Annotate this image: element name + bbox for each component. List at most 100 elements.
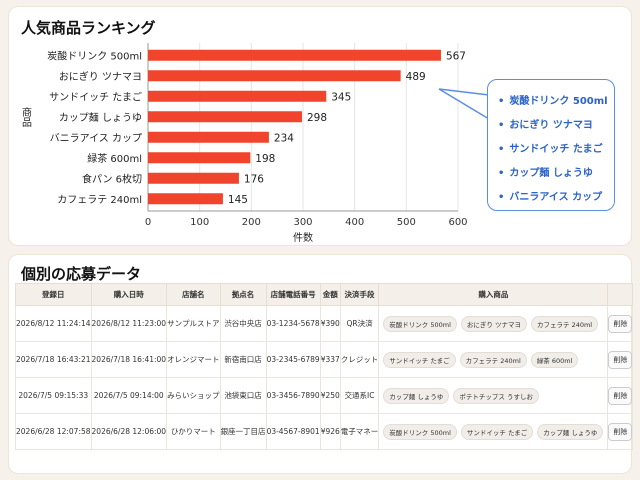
delete-button[interactable]: 削除 [608,386,633,405]
products-cell: 炭酸ドリンク 500ml サンドイッチ たまご カップ麺 しょうゆ [378,413,609,450]
payment-method-cell: 電子マネー [339,413,380,450]
table-row: 2026/6/28 12:07:58 2026/6/28 12:06:00 ひかりマ… [15,413,634,450]
store-phone-cell: 03-2345-6789 [265,341,321,378]
payment-method-cell: 交通系IC [339,377,380,414]
x-tick-label: 100 [190,217,209,228]
product-chip: カップ麺 しょうゆ [383,387,450,404]
x-tick-label: 0 [145,217,151,228]
delete-button[interactable]: 削除 [608,314,633,333]
registered-date-cell: 2026/7/5 09:15:33 [15,377,92,414]
y-axis-label: 商品 [20,106,32,128]
store-phone-cell: 03-1234-5678 [265,305,321,342]
callout-item: カップ麺 しょうゆ [498,162,608,186]
ranking-title: 人気商品ランキング [21,19,156,37]
category-label: 緑茶 600ml [87,152,142,165]
bar [148,193,223,205]
registered-date-cell: 2026/7/18 16:43:21 [15,341,92,378]
products-cell: サンドイッチ たまご カフェラテ 240ml 緑茶 600ml [378,341,609,378]
callout-tail [438,88,490,120]
product-chip: サンドイッチ たまご [383,351,456,368]
branch-name-cell: 新宿南口店 [219,341,267,378]
column-header: 購入日時 [90,283,168,306]
column-header: 決済手段 [339,283,380,306]
store-phone-cell: 03-3456-7890 [265,377,321,414]
action-cell: 削除 [607,305,634,342]
product-chip: カフェラテ 240ml [459,351,527,368]
entries-card: 個別の応募データ 登録日 購入日時 店舗名 拠点名 店舗電話番号 金額 決済手段 購入商品 2… [8,254,634,474]
column-header: 登録日 [15,283,92,306]
product-chip: サンドイッチ たまご [460,423,534,440]
column-header: 金額 [319,283,341,306]
action-cell: 削除 [607,413,634,450]
purchase-datetime-cell: 2026/6/28 12:06:00 [90,413,168,450]
ranking-chart: 0 100 200 300 400 500 600 炭酸ドリンク 500ml 567 おにぎり ツ… [20,43,468,244]
ranking-card: 人気商品ランキング 0 100 200 300 400 500 600 炭酸ドリンク 500m… [8,6,632,246]
purchase-datetime-cell: 2026/7/18 16:41:00 [90,341,168,378]
column-header: 拠点名 [219,283,267,306]
category-label: バニラアイス カップ [50,132,142,144]
purchase-datetime-cell: 2026/7/5 09:14:00 [90,377,168,414]
store-name-cell: サンプルストア [166,305,221,342]
callout-item: サンドイッチ たまご [498,138,608,162]
x-tick-label: 500 [397,217,416,228]
bar-value-label: 176 [244,173,264,185]
bar-value-label: 298 [307,112,327,124]
registered-date-cell: 2026/6/28 12:07:58 [15,413,92,450]
delete-button[interactable]: 削除 [608,422,633,441]
store-name-cell: ひかりマート [166,413,221,450]
category-label: カフェラテ 240ml [57,194,142,206]
x-axis-label: 件数 [293,231,313,244]
entries-title: 個別の応募データ [21,265,142,283]
store-name-cell: オレンジマート [166,341,221,378]
action-cell: 削除 [607,377,634,414]
amount-cell: ¥926 [319,413,341,450]
x-tick-label: 200 [242,217,261,228]
product-chip: 炭酸ドリンク 500ml [383,315,457,332]
x-tick-label: 300 [293,217,312,228]
branch-name-cell: 渋谷中央店 [219,305,267,342]
product-chip: 炭酸ドリンク 500ml [383,423,457,440]
bar-value-label: 198 [255,153,275,165]
bar-value-label: 234 [274,132,294,144]
bar [148,172,239,184]
bar [148,70,401,82]
product-chip: カップ麺 しょうゆ [537,423,604,440]
category-label: 食パン 6枚切 [82,172,142,185]
bar-value-label: 145 [228,194,248,206]
table-row: 2026/8/12 11:24:14 2026/8/12 11:23:00 サンプル… [15,305,634,342]
callout-item: 炭酸ドリンク 500ml [498,90,608,114]
column-header: 店舗電話番号 [265,283,321,306]
category-label: サンドイッチ たまご [49,90,142,103]
column-header: 店舗名 [166,283,221,306]
store-phone-cell: 03-4567-8901 [265,413,321,450]
bar-value-label: 489 [406,71,426,83]
entries-table: 登録日 購入日時 店舗名 拠点名 店舗電話番号 金額 決済手段 購入商品 2026/8/12 … [15,283,634,450]
table-header-row: 登録日 購入日時 店舗名 拠点名 店舗電話番号 金額 決済手段 購入商品 [15,283,634,306]
table-row: 2026/7/5 09:15:33 2026/7/5 09:14:00 みらいショッ… [15,377,634,414]
bar [148,111,302,123]
category-label: カップ麺 しょうゆ [59,111,142,124]
branch-name-cell: 池袋東口店 [219,377,267,414]
products-cell: 炭酸ドリンク 500ml おにぎり ツナマヨ カフェラテ 240ml [378,305,609,342]
amount-cell: ¥250 [319,377,341,414]
product-chip: ポテトチップス うすしお [453,387,539,404]
branch-name-cell: 銀座一丁目店 [219,413,267,450]
category-label: おにぎり ツナマヨ [59,70,142,83]
bar [148,131,269,143]
amount-cell: ¥337 [319,341,341,378]
bar [148,90,327,102]
delete-button[interactable]: 削除 [608,350,633,369]
bar-value-label: 345 [331,91,351,103]
column-header [607,283,634,306]
bar-value-label: 567 [446,50,466,62]
action-cell: 削除 [607,341,634,378]
column-header: 購入商品 [378,283,609,306]
table-row: 2026/7/18 16:43:21 2026/7/18 16:41:00 オレンジ… [15,341,634,378]
callout-item: おにぎり ツナマヨ [498,114,608,138]
x-tick-label: 600 [448,217,467,228]
products-cell: カップ麺 しょうゆ ポテトチップス うすしお [378,377,609,414]
product-chip: カフェラテ 240ml [531,315,599,332]
registered-date-cell: 2026/8/12 11:24:14 [15,305,92,342]
bar [148,49,441,61]
